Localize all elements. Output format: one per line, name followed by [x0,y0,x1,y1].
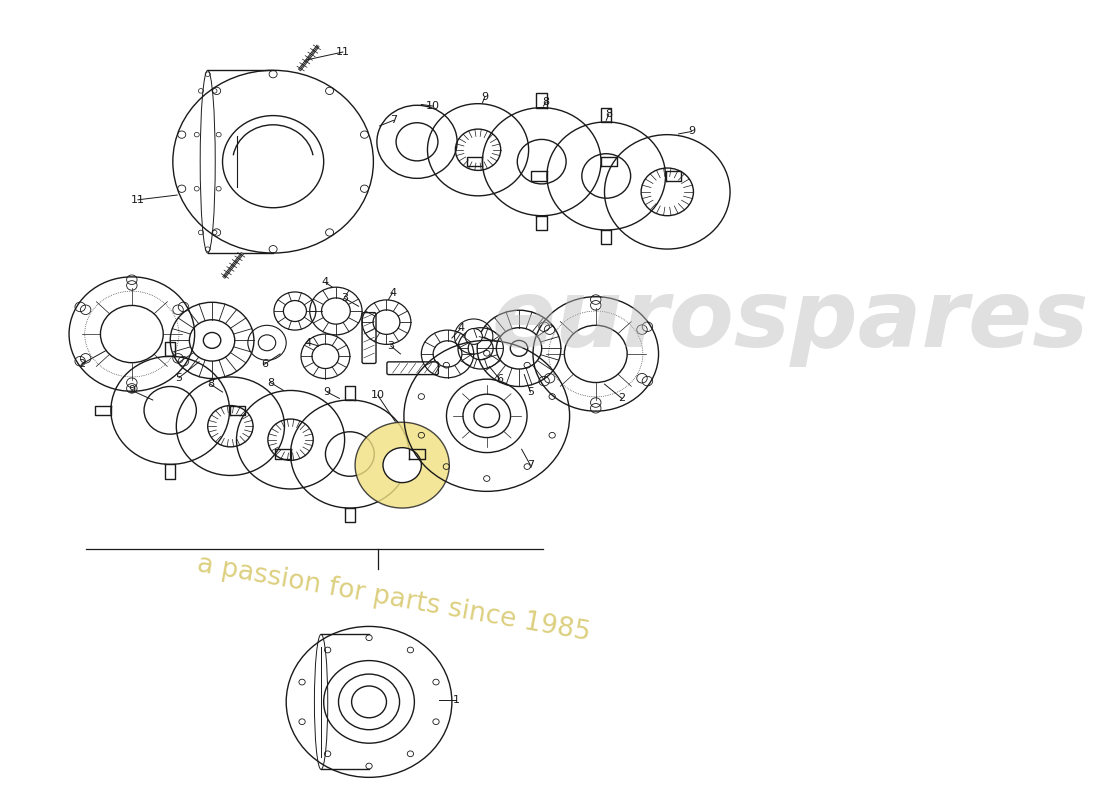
Text: 10: 10 [426,101,440,111]
Text: 9: 9 [689,126,695,137]
Text: eurospares: eurospares [491,274,1089,366]
Text: 9: 9 [323,387,331,397]
Text: 10: 10 [371,390,385,400]
Text: 3: 3 [387,341,394,351]
Text: 4: 4 [389,288,396,298]
Text: 8: 8 [267,378,274,387]
Text: 8: 8 [605,109,613,119]
Text: 4: 4 [305,338,311,348]
Circle shape [396,122,438,161]
Text: 7: 7 [527,460,534,470]
Text: 6: 6 [496,374,504,384]
Text: 5: 5 [175,373,183,382]
Circle shape [355,422,449,508]
Text: 11: 11 [336,47,350,57]
Circle shape [383,448,421,482]
Text: 9: 9 [482,91,488,102]
Circle shape [465,329,483,344]
Text: 7: 7 [389,115,397,126]
Text: 8: 8 [542,97,550,107]
Text: 9: 9 [129,386,135,395]
Text: 4: 4 [322,278,329,287]
Text: 5: 5 [527,387,534,397]
Text: a passion for parts since 1985: a passion for parts since 1985 [195,551,592,646]
Text: 3: 3 [341,294,348,303]
Circle shape [258,335,276,350]
Text: 8: 8 [207,379,213,389]
Text: 1: 1 [453,695,460,706]
Text: 11: 11 [131,194,145,205]
Text: 4: 4 [456,323,464,334]
Text: 2: 2 [618,394,626,403]
Text: 6: 6 [261,359,268,370]
Text: 2: 2 [78,359,85,370]
